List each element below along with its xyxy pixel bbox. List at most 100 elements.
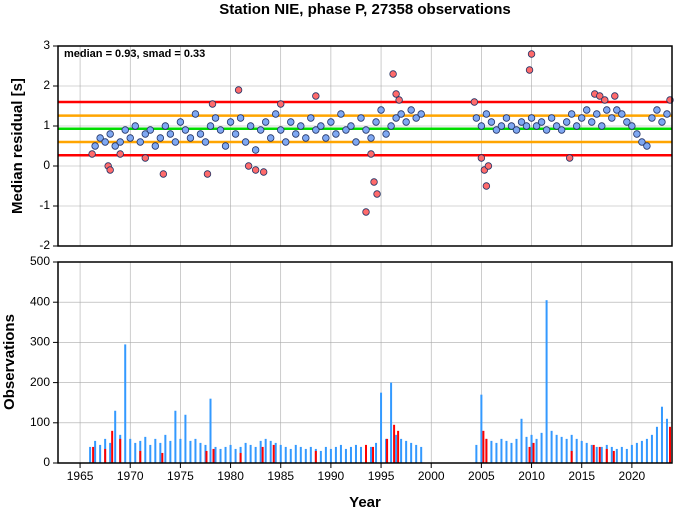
point — [472, 114, 481, 122]
point — [382, 130, 390, 138]
y-tick-label: 300 — [30, 335, 50, 349]
bar — [415, 444, 418, 463]
bar — [520, 418, 523, 463]
bar — [159, 442, 162, 463]
point — [191, 110, 200, 118]
point — [613, 106, 621, 114]
point — [477, 122, 486, 130]
bar — [349, 446, 352, 463]
bar — [385, 438, 388, 463]
bar — [598, 446, 601, 463]
bar — [620, 446, 623, 463]
x-tick-label: 2010 — [518, 469, 545, 483]
point — [372, 118, 380, 126]
point — [392, 90, 400, 98]
point — [572, 122, 581, 130]
bar — [224, 446, 227, 463]
bar — [259, 440, 262, 463]
point — [277, 100, 285, 108]
point — [141, 154, 149, 162]
point — [648, 114, 656, 122]
point — [322, 134, 330, 142]
bar — [309, 446, 312, 463]
point — [562, 118, 571, 126]
x-tick-label: 1975 — [167, 469, 194, 483]
point — [367, 150, 375, 158]
bar — [665, 418, 668, 463]
point — [266, 134, 275, 142]
point — [362, 126, 370, 134]
point — [611, 92, 619, 100]
point — [557, 126, 566, 134]
bar — [234, 448, 237, 463]
bar — [535, 438, 538, 463]
point — [111, 142, 119, 150]
x-tick-label: 2020 — [619, 469, 646, 483]
y-tick-label: 2 — [43, 78, 50, 92]
bar — [339, 444, 342, 463]
bar — [625, 448, 628, 463]
x-tick-label: 1985 — [267, 469, 294, 483]
bar — [660, 406, 663, 463]
point — [598, 122, 606, 130]
point — [527, 50, 536, 58]
x-tick-label: 1965 — [67, 469, 94, 483]
point — [251, 166, 260, 174]
bar — [244, 442, 247, 463]
bar — [570, 434, 573, 463]
bar — [249, 444, 252, 463]
bar — [179, 438, 182, 463]
bar — [99, 444, 102, 463]
bar — [405, 440, 408, 463]
point — [593, 110, 601, 118]
bar — [279, 444, 282, 463]
bar — [612, 450, 615, 463]
point — [525, 66, 534, 74]
point — [244, 162, 253, 170]
bar — [194, 438, 197, 463]
bar — [605, 448, 608, 463]
point — [312, 126, 320, 134]
bar — [640, 440, 643, 463]
point — [171, 138, 180, 146]
point — [176, 118, 185, 126]
bar — [530, 434, 533, 463]
y-tick-label: 1 — [43, 118, 50, 132]
point — [231, 130, 240, 138]
bar — [124, 344, 127, 463]
point — [277, 126, 285, 134]
x-tick-label: 1990 — [318, 469, 345, 483]
bar — [595, 446, 598, 463]
bar — [510, 442, 513, 463]
point — [166, 130, 175, 138]
point — [151, 142, 160, 150]
point — [623, 118, 631, 126]
bar — [635, 442, 638, 463]
bar — [144, 436, 147, 463]
point — [552, 122, 561, 130]
y-tick-label: 0 — [43, 158, 50, 172]
bar — [169, 440, 172, 463]
bar — [532, 442, 535, 463]
bar — [149, 444, 152, 463]
point — [542, 126, 551, 134]
point — [527, 114, 536, 122]
point — [397, 110, 405, 118]
bar — [585, 442, 588, 463]
x-tick-label: 2005 — [468, 469, 495, 483]
point — [292, 130, 300, 138]
point — [638, 138, 646, 146]
point — [317, 122, 325, 130]
bar — [299, 446, 302, 463]
point — [101, 138, 109, 146]
bar — [375, 442, 378, 463]
point — [246, 122, 255, 130]
y-tick-label: 3 — [43, 38, 50, 52]
bar — [139, 450, 142, 463]
point — [588, 118, 596, 126]
point — [517, 118, 526, 126]
y-tick-label: 200 — [30, 375, 50, 389]
bar — [630, 444, 633, 463]
bar — [109, 442, 112, 463]
